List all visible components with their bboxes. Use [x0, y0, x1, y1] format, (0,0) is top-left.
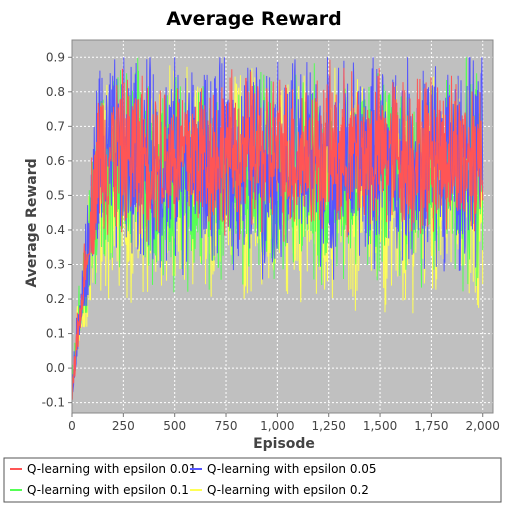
chart-title: Average Reward [166, 8, 341, 30]
y-tick-label: 0.1 [46, 327, 65, 341]
y-tick-label: -0.1 [42, 396, 65, 410]
plot-border [71, 39, 494, 414]
y-tick-label: 0.7 [46, 119, 65, 133]
legend-item: Q-learning with epsilon 0.05 [207, 462, 377, 476]
y-tick-label: 0.2 [46, 292, 65, 306]
x-tick-label: 2,000 [466, 419, 500, 433]
x-tick-label: 0 [68, 419, 76, 433]
y-tick-label: 0.6 [46, 154, 65, 168]
x-tick-label: 1,250 [312, 419, 346, 433]
x-axis-label: Episode [253, 436, 315, 452]
y-tick-label: 0.4 [46, 223, 65, 237]
y-tick-label: 0.0 [46, 361, 65, 375]
legend-box [3, 457, 502, 503]
y-axis-label: Average Reward [24, 158, 40, 287]
series-q-learning-with-epsilon-0-01 [71, 59, 484, 401]
y-axis: -0.1 0.0 0.1 0.2 0.3 0.4 0.5 0.6 0.7 0.8 0.9 [42, 50, 72, 410]
y-tick-label: 0.8 [46, 85, 65, 99]
legend-item: Q-learning with epsilon 0.01 [27, 462, 197, 476]
y-tick-label: 0.5 [46, 188, 65, 202]
x-tick-label: 1,750 [414, 419, 448, 433]
legend: Q-learning with epsilon 0.01 Q-learning w… [10, 462, 377, 497]
x-tick-label: 750 [215, 419, 238, 433]
y-tick-label: 0.9 [46, 50, 65, 64]
x-axis: 0 250 500 750 1,000 1,250 1,500 1,750 2,000 [68, 413, 500, 433]
legend-item: Q-learning with epsilon 0.2 [207, 483, 369, 497]
x-tick-label: 250 [112, 419, 135, 433]
y-tick-label: 0.3 [46, 257, 65, 271]
legend-item: Q-learning with epsilon 0.1 [27, 483, 189, 497]
x-tick-label: 1,500 [363, 419, 397, 433]
series-layer [71, 57, 484, 401]
x-tick-label: 500 [163, 419, 186, 433]
x-tick-label: 1,000 [260, 419, 294, 433]
